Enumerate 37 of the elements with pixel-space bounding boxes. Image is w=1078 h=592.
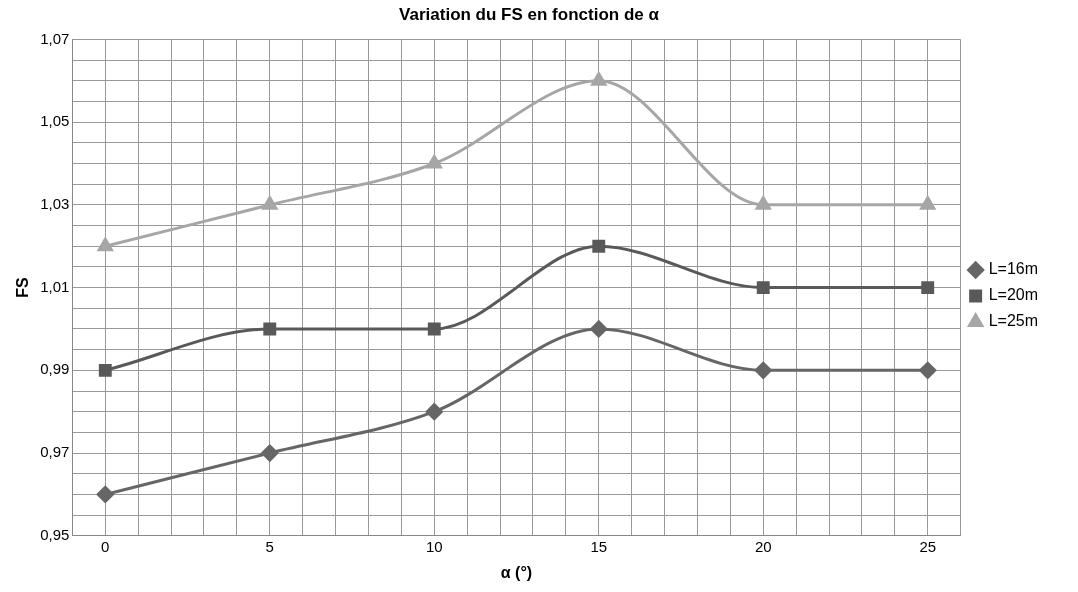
chart-title: Variation du FS en fonction de α <box>399 4 660 24</box>
y-tick-label: 1,03 <box>40 195 70 213</box>
x-tick-label: 15 <box>590 537 608 555</box>
y-axis-title: FS <box>14 277 32 298</box>
legend-label: L=25m <box>988 312 1039 330</box>
y-tick-label: 1,05 <box>40 112 70 130</box>
point <box>261 444 279 462</box>
y-tick-label: 0,95 <box>40 525 70 543</box>
x-tick-label: 5 <box>265 537 274 555</box>
point <box>920 196 936 210</box>
point <box>427 322 441 336</box>
legend-label: L=16m <box>988 260 1039 278</box>
x-tick-label: 10 <box>425 537 443 555</box>
point <box>590 320 608 338</box>
point <box>755 196 771 210</box>
point <box>263 322 277 336</box>
x-tick-label: 20 <box>754 537 772 555</box>
x-tick-label: 25 <box>919 537 937 555</box>
x-axis-title: α (°) <box>500 563 533 581</box>
point <box>591 72 607 86</box>
point <box>97 237 113 252</box>
point <box>98 363 112 377</box>
x-tick-label: 0 <box>101 537 110 555</box>
legend-label: L=20m <box>988 286 1039 304</box>
point <box>592 239 606 253</box>
y-tick-label: 1,07 <box>40 29 70 47</box>
point <box>96 485 114 503</box>
point <box>754 361 772 379</box>
point <box>756 281 770 295</box>
point <box>425 403 443 421</box>
y-tick-label: 0,99 <box>40 360 70 378</box>
point <box>921 281 935 295</box>
y-tick-label: 0,97 <box>40 443 70 461</box>
point <box>262 196 278 210</box>
y-tick-label: 1,01 <box>40 277 70 295</box>
point <box>426 155 442 169</box>
point <box>919 361 937 379</box>
